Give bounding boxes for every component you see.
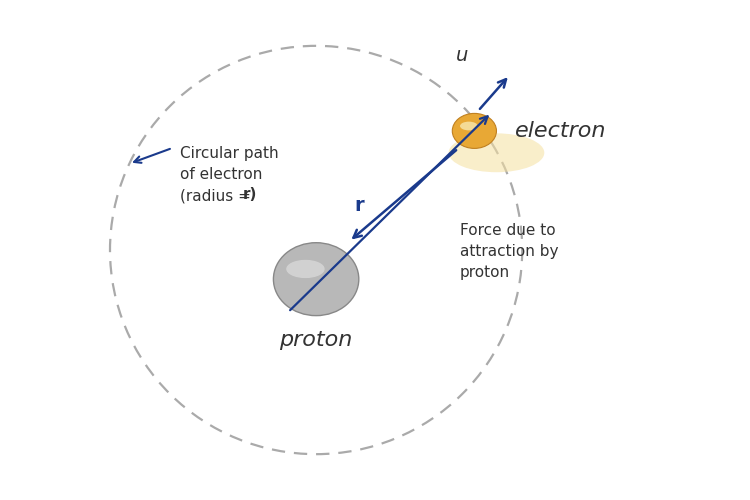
Text: electron: electron: [514, 121, 606, 141]
Ellipse shape: [448, 134, 544, 172]
Ellipse shape: [460, 122, 478, 130]
Text: r: r: [354, 196, 364, 214]
Text: proton: proton: [280, 330, 352, 350]
Text: Circular path
of electron
(radius =: Circular path of electron (radius =: [180, 146, 278, 203]
Text: u: u: [456, 46, 468, 66]
Ellipse shape: [452, 114, 497, 148]
Ellipse shape: [286, 260, 325, 278]
Text: Force due to
attraction by
proton: Force due to attraction by proton: [460, 224, 558, 280]
Ellipse shape: [274, 242, 358, 316]
Text: r): r): [242, 187, 256, 202]
